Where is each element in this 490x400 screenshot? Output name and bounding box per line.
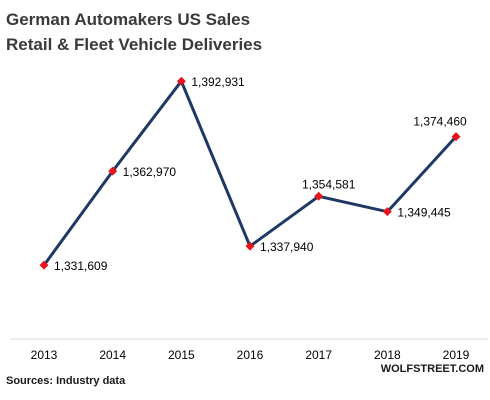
data-label: 1,331,609 — [54, 259, 108, 273]
x-tick-label: 2016 — [237, 348, 264, 362]
chart-title-line-2: Retail & Fleet Vehicle Deliveries — [6, 35, 262, 54]
data-labels: 1,331,609 1,362,970 1,392,931 1,337,940 1,35… — [54, 75, 467, 273]
data-point-marker — [39, 260, 49, 270]
data-point-marker — [176, 76, 186, 86]
data-point-marker — [245, 241, 255, 251]
credit-note: WOLFSTREET.COM — [381, 363, 484, 375]
data-label: 1,362,970 — [123, 165, 177, 179]
data-point-marker — [451, 132, 461, 142]
x-tick-label: 2015 — [168, 348, 195, 362]
data-markers — [39, 76, 461, 270]
x-tick-label: 2017 — [305, 348, 332, 362]
chart-title-line-1: German Automakers US Sales — [6, 10, 250, 29]
x-tick-label: 2014 — [99, 348, 126, 362]
x-axis-ticks: 2013 2014 2015 2016 2017 2018 2019 — [31, 348, 470, 362]
data-label: 1,349,445 — [397, 206, 451, 220]
data-point-marker — [108, 166, 118, 176]
data-label: 1,354,581 — [302, 177, 356, 191]
source-note: Sources: Industry data — [6, 375, 126, 387]
x-tick-label: 2013 — [31, 348, 58, 362]
data-point-marker — [382, 207, 392, 217]
data-point-marker — [314, 191, 324, 201]
series-line — [42, 79, 458, 267]
data-label: 1,337,940 — [260, 240, 314, 254]
data-label: 1,392,931 — [191, 75, 245, 89]
data-series — [42, 79, 458, 267]
x-tick-label: 2018 — [374, 348, 401, 362]
data-label: 1,374,460 — [413, 115, 467, 129]
x-tick-label: 2019 — [443, 348, 470, 362]
